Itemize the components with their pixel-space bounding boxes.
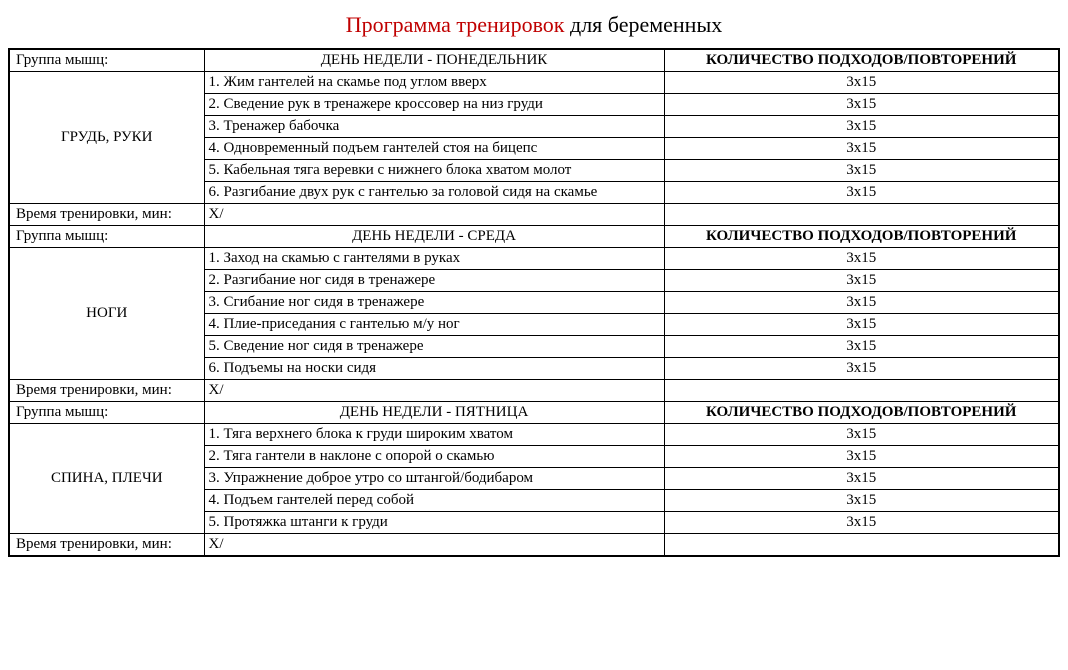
time-label: Время тренировки, мин:	[9, 204, 204, 226]
reps-header: КОЛИЧЕСТВО ПОДХОДОВ/ПОВТОРЕНИЙ	[664, 49, 1059, 72]
muscle-group: ГРУДЬ, РУКИ	[9, 72, 204, 204]
reps-header: КОЛИЧЕСТВО ПОДХОДОВ/ПОВТОРЕНИЙ	[664, 402, 1059, 424]
exercise-reps: 3x15	[664, 446, 1059, 468]
exercise-name: 3. Сгибание ног сидя в тренажере	[204, 292, 664, 314]
exercise-reps: 3x15	[664, 314, 1059, 336]
exercise-name: 1. Тяга верхнего блока к груди широким х…	[204, 424, 664, 446]
exercise-reps: 3x15	[664, 248, 1059, 270]
exercise-reps: 3x15	[664, 72, 1059, 94]
title-rest: для беременных	[565, 12, 723, 37]
exercise-name: 6. Подъемы на носки сидя	[204, 358, 664, 380]
exercise-name: 4. Плие-приседания с гантелью м/у ног	[204, 314, 664, 336]
exercise-reps: 3x15	[664, 94, 1059, 116]
time-empty	[664, 534, 1059, 557]
time-value: X/	[204, 204, 664, 226]
exercise-name: 3. Тренажер бабочка	[204, 116, 664, 138]
group-label: Группа мышц:	[9, 49, 204, 72]
exercise-reps: 3x15	[664, 336, 1059, 358]
exercise-reps: 3x15	[664, 270, 1059, 292]
exercise-name: 5. Протяжка штанги к груди	[204, 512, 664, 534]
exercise-reps: 3x15	[664, 490, 1059, 512]
workout-table: Группа мышц:ДЕНЬ НЕДЕЛИ - ПОНЕДЕЛЬНИККОЛ…	[8, 48, 1060, 557]
exercise-reps: 3x15	[664, 512, 1059, 534]
title-accent: Программа тренировок	[346, 12, 565, 37]
group-label: Группа мышц:	[9, 226, 204, 248]
muscle-group: СПИНА, ПЛЕЧИ	[9, 424, 204, 534]
exercise-name: 6. Разгибание двух рук с гантелью за гол…	[204, 182, 664, 204]
time-empty	[664, 204, 1059, 226]
page-title: Программа тренировок для беременных	[8, 12, 1060, 38]
muscle-group: НОГИ	[9, 248, 204, 380]
reps-header: КОЛИЧЕСТВО ПОДХОДОВ/ПОВТОРЕНИЙ	[664, 226, 1059, 248]
time-label: Время тренировки, мин:	[9, 380, 204, 402]
exercise-name: 2. Разгибание ног сидя в тренажере	[204, 270, 664, 292]
time-value: X/	[204, 380, 664, 402]
exercise-name: 1. Заход на скамью с гантелями в руках	[204, 248, 664, 270]
exercise-name: 2. Тяга гантели в наклоне с опорой о ска…	[204, 446, 664, 468]
exercise-name: 2. Сведение рук в тренажере кроссовер на…	[204, 94, 664, 116]
exercise-name: 1. Жим гантелей на скамье под углом ввер…	[204, 72, 664, 94]
time-empty	[664, 380, 1059, 402]
exercise-reps: 3x15	[664, 292, 1059, 314]
exercise-reps: 3x15	[664, 358, 1059, 380]
time-label: Время тренировки, мин:	[9, 534, 204, 557]
exercise-reps: 3x15	[664, 160, 1059, 182]
exercise-reps: 3x15	[664, 138, 1059, 160]
exercise-name: 3. Упражнение доброе утро со штангой/бод…	[204, 468, 664, 490]
exercise-reps: 3x15	[664, 424, 1059, 446]
exercise-name: 5. Сведение ног сидя в тренажере	[204, 336, 664, 358]
exercise-reps: 3x15	[664, 116, 1059, 138]
day-header: ДЕНЬ НЕДЕЛИ - ПОНЕДЕЛЬНИК	[204, 49, 664, 72]
group-label: Группа мышц:	[9, 402, 204, 424]
day-header: ДЕНЬ НЕДЕЛИ - ПЯТНИЦА	[204, 402, 664, 424]
exercise-name: 4. Подъем гантелей перед собой	[204, 490, 664, 512]
exercise-reps: 3x15	[664, 468, 1059, 490]
exercise-reps: 3x15	[664, 182, 1059, 204]
exercise-name: 4. Одновременный подъем гантелей стоя на…	[204, 138, 664, 160]
time-value: X/	[204, 534, 664, 557]
day-header: ДЕНЬ НЕДЕЛИ - СРЕДА	[204, 226, 664, 248]
exercise-name: 5. Кабельная тяга веревки с нижнего блок…	[204, 160, 664, 182]
